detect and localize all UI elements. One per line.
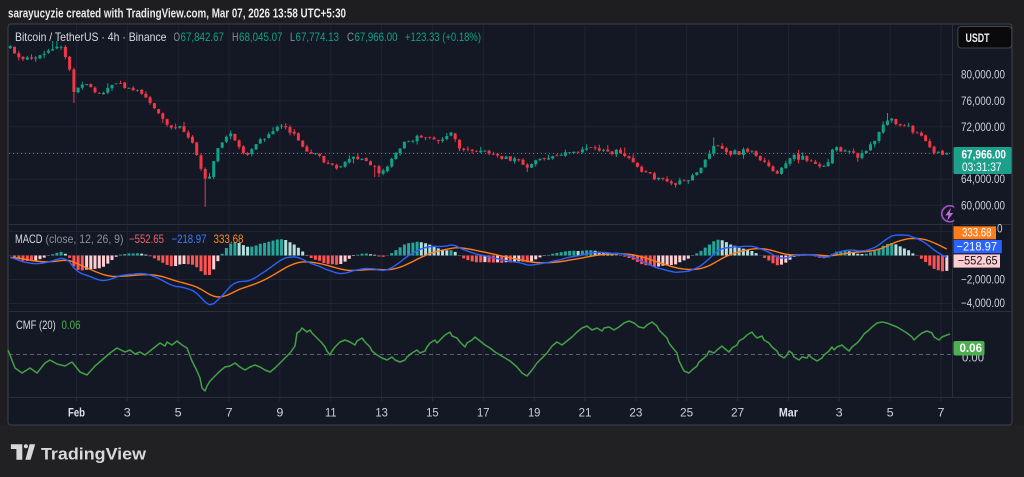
svg-text:11: 11 <box>325 408 337 420</box>
svg-text:27: 27 <box>731 408 744 420</box>
svg-text:67,966.00: 67,966.00 <box>962 150 1007 162</box>
svg-text:Feb: Feb <box>68 408 85 420</box>
svg-text:23: 23 <box>629 408 642 420</box>
svg-text:68,045.07: 68,045.07 <box>239 30 283 44</box>
svg-text:−4,000.00: −4,000.00 <box>961 298 1005 310</box>
svg-text:25: 25 <box>680 408 693 420</box>
svg-text:333.68: 333.68 <box>214 232 244 246</box>
svg-text:333.68: 333.68 <box>962 228 992 240</box>
svg-text:C: C <box>347 30 354 44</box>
svg-text:0: 0 <box>997 224 1003 236</box>
svg-text:3: 3 <box>836 408 843 420</box>
svg-text:O: O <box>174 30 181 44</box>
svg-text:−552.65: −552.65 <box>958 256 998 268</box>
svg-text:+123.33 (+0.18%): +123.33 (+0.18%) <box>405 30 481 44</box>
svg-text:80,000.00: 80,000.00 <box>961 70 1005 82</box>
svg-text:21: 21 <box>579 408 592 420</box>
svg-text:9: 9 <box>276 408 283 420</box>
svg-text:Mar: Mar <box>779 408 798 420</box>
svg-text:5: 5 <box>175 408 182 420</box>
svg-text:72,000.00: 72,000.00 <box>961 122 1005 134</box>
svg-text:Bitcoin / TetherUS · 4h · Bina: Bitcoin / TetherUS · 4h · Binance <box>15 30 167 44</box>
svg-text:15: 15 <box>426 408 439 420</box>
svg-text:TradingView: TradingView <box>41 446 146 464</box>
svg-text:67,966.00: 67,966.00 <box>355 30 398 44</box>
svg-text:76,000.00: 76,000.00 <box>961 96 1005 108</box>
svg-text:17: 17 <box>477 408 490 420</box>
svg-text:19: 19 <box>528 408 541 420</box>
svg-text:USDT: USDT <box>966 33 990 45</box>
svg-text:0.06: 0.06 <box>62 318 81 332</box>
svg-text:60,000.00: 60,000.00 <box>961 200 1005 212</box>
svg-text:67,774.13: 67,774.13 <box>296 30 340 44</box>
svg-text:(close, 12, 26, 9): (close, 12, 26, 9) <box>46 232 124 246</box>
svg-text:13: 13 <box>375 408 388 420</box>
svg-text:3: 3 <box>124 408 131 420</box>
svg-text:−218.97: −218.97 <box>172 232 207 246</box>
svg-text:−2,000.00: −2,000.00 <box>961 275 1005 287</box>
svg-text:7: 7 <box>226 408 233 420</box>
svg-text:−218.97: −218.97 <box>957 241 998 253</box>
svg-text:67,842.67: 67,842.67 <box>181 30 225 44</box>
svg-text:64,000.00: 64,000.00 <box>961 174 1005 186</box>
svg-text:sarayucyzie created with Tradi: sarayucyzie created with TradingView.com… <box>8 6 346 21</box>
svg-text:CMF (20): CMF (20) <box>16 318 56 332</box>
svg-text:0.06: 0.06 <box>960 343 983 355</box>
svg-text:MACD: MACD <box>15 232 43 246</box>
svg-text:L: L <box>290 30 295 44</box>
svg-text:5: 5 <box>887 408 894 420</box>
svg-text:H: H <box>232 30 239 44</box>
svg-text:7: 7 <box>938 408 945 420</box>
svg-text:−552.65: −552.65 <box>129 232 164 246</box>
svg-text:03:31:37: 03:31:37 <box>962 162 1002 174</box>
